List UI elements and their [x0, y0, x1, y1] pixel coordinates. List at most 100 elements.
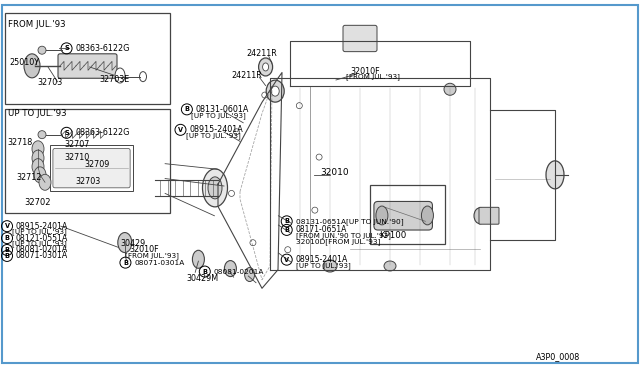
Ellipse shape [32, 150, 44, 166]
Ellipse shape [323, 260, 337, 272]
FancyBboxPatch shape [370, 185, 445, 244]
Ellipse shape [266, 80, 284, 102]
FancyBboxPatch shape [2, 5, 638, 363]
Text: 32010F: 32010F [129, 246, 159, 254]
Text: 08081-0201A: 08081-0201A [16, 246, 68, 254]
Text: 08081-0201A: 08081-0201A [214, 269, 264, 275]
Text: B: B [123, 260, 128, 266]
Ellipse shape [296, 103, 302, 109]
Ellipse shape [262, 92, 268, 98]
Ellipse shape [193, 250, 204, 268]
Ellipse shape [312, 207, 318, 213]
Text: [FROM JUL.'93]: [FROM JUL.'93] [125, 253, 179, 259]
Ellipse shape [118, 232, 132, 253]
Text: V: V [284, 257, 289, 263]
Text: V: V [4, 223, 10, 229]
Ellipse shape [140, 72, 147, 81]
Ellipse shape [38, 131, 46, 139]
Text: 08171-0651A: 08171-0651A [296, 225, 347, 234]
Text: S: S [64, 45, 69, 51]
Ellipse shape [32, 158, 44, 175]
FancyBboxPatch shape [58, 54, 117, 78]
Text: 08131-0651A[UP TO JUN.'90]: 08131-0651A[UP TO JUN.'90] [296, 218, 403, 225]
Text: 08915-2401A: 08915-2401A [296, 255, 348, 264]
Ellipse shape [444, 83, 456, 95]
Text: B: B [4, 253, 10, 259]
Ellipse shape [262, 63, 269, 71]
Text: [UP TO JUL.'93]: [UP TO JUL.'93] [191, 112, 246, 119]
Text: [FROM JUN.'90 TO JUL.'93]: [FROM JUN.'90 TO JUL.'93] [296, 232, 390, 239]
Ellipse shape [244, 267, 255, 282]
Text: 08071-0301A: 08071-0301A [134, 260, 185, 266]
Text: B: B [202, 269, 207, 275]
Text: 32010: 32010 [320, 169, 349, 177]
Text: B: B [4, 247, 10, 253]
Text: FROM JUL.'93: FROM JUL.'93 [8, 20, 66, 29]
Text: 32707: 32707 [64, 140, 90, 149]
Ellipse shape [115, 68, 125, 83]
FancyBboxPatch shape [5, 13, 170, 104]
Ellipse shape [285, 247, 291, 253]
Text: 24211R: 24211R [246, 49, 277, 58]
Text: 08915-2401A: 08915-2401A [16, 222, 68, 231]
FancyBboxPatch shape [479, 207, 499, 224]
Text: [UP TO JUL.'93]: [UP TO JUL.'93] [186, 132, 241, 139]
Ellipse shape [474, 208, 486, 224]
FancyBboxPatch shape [343, 25, 377, 52]
Ellipse shape [250, 240, 256, 246]
Text: 08363-6122G: 08363-6122G [76, 44, 130, 53]
Text: 32710: 32710 [64, 153, 89, 162]
Ellipse shape [316, 154, 322, 160]
Text: 32010D[FROM JUL.'93]: 32010D[FROM JUL.'93] [296, 238, 380, 245]
FancyBboxPatch shape [53, 148, 130, 188]
Text: [UP TO JUL.'93]: [UP TO JUL.'93] [296, 262, 351, 269]
Ellipse shape [34, 167, 46, 183]
Text: [UP TO JUL.'93]: [UP TO JUL.'93] [12, 228, 67, 235]
Text: 32703: 32703 [76, 177, 100, 186]
Text: 24211R: 24211R [232, 71, 262, 80]
Ellipse shape [32, 141, 44, 157]
Text: KP100: KP100 [379, 231, 406, 240]
Text: B: B [284, 227, 289, 233]
FancyBboxPatch shape [5, 109, 170, 213]
Ellipse shape [228, 190, 234, 196]
Text: [FROM JUL.'93]: [FROM JUL.'93] [346, 74, 400, 80]
Text: S: S [64, 130, 69, 136]
Text: 08121-0551A: 08121-0551A [16, 234, 68, 243]
Text: B: B [284, 218, 289, 224]
Text: 30429M: 30429M [187, 274, 219, 283]
Text: 08915-2401A: 08915-2401A [189, 125, 243, 134]
FancyBboxPatch shape [50, 145, 133, 191]
Text: UP TO JUL.'93: UP TO JUL.'93 [8, 109, 67, 118]
FancyBboxPatch shape [374, 202, 433, 230]
Ellipse shape [384, 261, 396, 271]
Ellipse shape [24, 54, 40, 78]
Text: 32703: 32703 [37, 78, 62, 87]
Ellipse shape [38, 46, 46, 54]
Ellipse shape [208, 177, 222, 199]
Ellipse shape [376, 206, 388, 225]
Ellipse shape [421, 206, 433, 225]
Text: 32010F: 32010F [351, 67, 380, 76]
Ellipse shape [234, 129, 239, 135]
Text: [UP TO JUL.'93]: [UP TO JUL.'93] [12, 240, 67, 247]
Text: A3P0_0008: A3P0_0008 [536, 352, 580, 361]
Ellipse shape [225, 260, 236, 277]
Text: V: V [178, 127, 183, 133]
Text: 08363-6122G: 08363-6122G [76, 128, 130, 137]
Ellipse shape [259, 58, 273, 76]
Text: 32703E: 32703E [99, 76, 129, 84]
Text: 32709: 32709 [84, 160, 110, 169]
Ellipse shape [202, 169, 227, 207]
Text: 30429: 30429 [120, 239, 145, 248]
Ellipse shape [271, 86, 279, 96]
Text: 25010Y: 25010Y [10, 58, 40, 67]
Ellipse shape [39, 174, 51, 190]
Text: 08071-0301A: 08071-0301A [16, 251, 68, 260]
Ellipse shape [546, 161, 564, 189]
Text: B: B [4, 235, 10, 241]
Text: 08131-0601A: 08131-0601A [196, 105, 249, 114]
Text: B: B [184, 106, 189, 112]
Text: 32718: 32718 [8, 138, 33, 147]
Text: 32702: 32702 [24, 198, 51, 207]
